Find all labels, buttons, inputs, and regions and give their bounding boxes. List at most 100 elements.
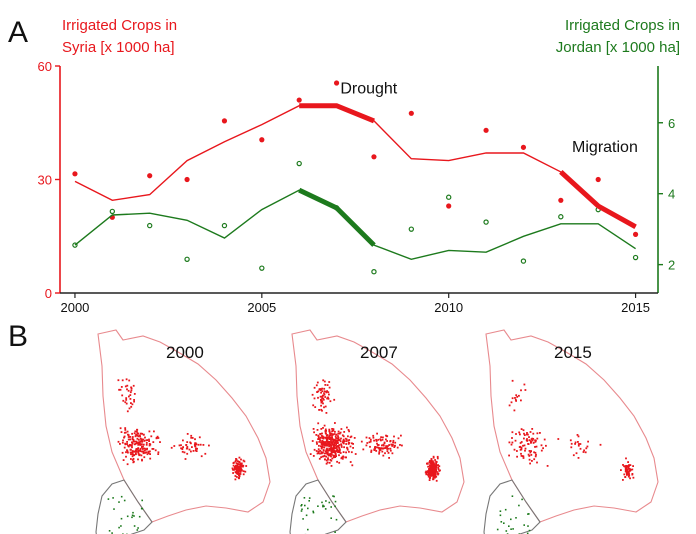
jordan-crop-pixel — [107, 498, 110, 500]
syria-crop-pixel — [333, 433, 336, 435]
syria-crop-pixel — [235, 476, 238, 478]
syria-crop-pixel — [331, 438, 334, 441]
syria-crop-pixel — [326, 397, 328, 400]
syria-crop-pixel — [153, 430, 155, 433]
syria-crop-pixel — [195, 443, 198, 446]
syria-crop-pixel — [525, 433, 528, 436]
syria-crop-pixel — [516, 396, 519, 398]
syria-crop-pixel — [584, 451, 587, 454]
syria-crop-pixel — [343, 431, 346, 433]
syria-crop-pixel — [178, 444, 181, 447]
x-tick-label: 2015 — [621, 300, 650, 315]
syria-crop-pixel — [148, 444, 151, 447]
syria-crop-pixel — [321, 443, 324, 445]
syria-crop-pixel — [337, 450, 340, 453]
jordan-crop-pixel — [131, 516, 133, 519]
syria-crop-pixel — [625, 465, 627, 467]
syria-crop-pixel — [131, 455, 134, 458]
syria-crop-pixel — [543, 438, 546, 441]
syria-crop-pixel — [629, 477, 631, 480]
syria-crop-pixel — [328, 381, 331, 383]
syria-crop-pixel — [378, 452, 380, 455]
syria-crop-pixel — [334, 430, 336, 433]
panel-letter-b: B — [8, 320, 28, 353]
syria-crop-pixel — [577, 441, 579, 443]
syria-crop-pixel — [238, 476, 240, 479]
syria-crop-pixel — [434, 459, 436, 461]
jordan-crop-pixel — [112, 497, 114, 499]
syria-crop-pixel — [577, 444, 580, 447]
syria-crop-pixel — [387, 447, 390, 450]
syria-crop-pixel — [119, 443, 121, 445]
syria-crop-pixel — [385, 445, 387, 447]
syria-crop-pixel — [523, 432, 525, 435]
syria-crop-pixel — [330, 455, 332, 458]
syria-crop-pixel — [330, 446, 332, 449]
syria-crop-pixel — [378, 451, 381, 453]
syria-crop-pixel — [133, 399, 135, 401]
syria-crop-pixel — [345, 443, 348, 445]
syria-crop-pixel — [202, 444, 205, 446]
syria-crop-pixel — [234, 475, 237, 477]
syria-crop-pixel — [322, 449, 325, 451]
syria-crop-pixel — [134, 430, 137, 433]
syria-crop-pixel — [622, 479, 624, 481]
map-2015: 2015 — [483, 329, 659, 534]
syria-crop-pixel — [329, 452, 332, 455]
syria-crop-pixel — [137, 435, 140, 438]
syria-crop-pixel — [631, 473, 634, 475]
syria-crop-pixel — [429, 465, 432, 468]
syria-crop-pixel — [386, 446, 388, 449]
syria-crop-pixel — [388, 444, 391, 446]
jordan-data-point — [296, 160, 302, 167]
jordan-crop-pixel — [308, 497, 311, 499]
jordan-crop-pixel — [511, 495, 514, 497]
syria-crop-pixel — [328, 430, 331, 433]
syria-crop-pixel — [332, 447, 335, 450]
syria-crop-pixel — [327, 391, 330, 394]
syria-crop-pixel — [572, 454, 575, 457]
syria-crop-pixel — [628, 474, 631, 477]
syria-data-point — [446, 203, 452, 209]
syria-crop-pixel — [432, 469, 435, 472]
syria-crop-pixel — [141, 450, 143, 453]
syria-crop-pixel — [195, 447, 198, 450]
syria-crop-pixel — [142, 450, 145, 453]
syria-crop-pixel — [574, 441, 577, 444]
syria-outline — [291, 329, 465, 523]
syria-crop-pixel — [146, 439, 149, 441]
syria-crop-pixel — [377, 438, 380, 441]
syria-crop-pixel — [333, 439, 336, 441]
syria-crop-pixel — [126, 450, 129, 453]
syria-crop-pixel — [337, 430, 340, 433]
syria-crop-pixel — [125, 378, 128, 381]
syria-crop-pixel — [199, 443, 202, 446]
syria-crop-pixel — [208, 444, 210, 447]
syria-crop-pixel — [508, 441, 511, 444]
jordan-crop-pixel — [301, 508, 303, 511]
syria-crop-pixel — [510, 401, 513, 404]
syria-crop-pixel — [328, 449, 331, 452]
syria-crop-pixel — [535, 453, 537, 456]
syria-crop-pixel — [320, 451, 323, 453]
syria-crop-pixel — [516, 450, 518, 452]
syria-crop-pixel — [531, 460, 533, 462]
syria-crop-pixel — [325, 455, 328, 458]
syria-crop-pixel — [428, 472, 430, 474]
syria-crop-pixel — [386, 450, 389, 452]
jordan-data-point — [632, 254, 639, 261]
syria-crop-pixel — [129, 451, 132, 454]
syria-crop-pixel — [192, 450, 195, 452]
syria-crop-pixel — [329, 459, 332, 461]
syria-crop-pixel — [536, 432, 539, 435]
jordan-crop-pixel — [312, 511, 315, 514]
syria-crop-pixel — [332, 441, 335, 443]
syria-crop-pixel — [239, 469, 242, 472]
syria-crop-pixel — [238, 460, 240, 463]
syria-crop-pixel — [380, 447, 383, 450]
jordan-crop-pixel — [307, 507, 309, 510]
syria-crop-pixel — [323, 455, 326, 457]
syria-crop-pixel — [339, 440, 342, 443]
syria-crop-pixel — [424, 471, 427, 474]
syria-crop-pixel — [133, 432, 136, 435]
